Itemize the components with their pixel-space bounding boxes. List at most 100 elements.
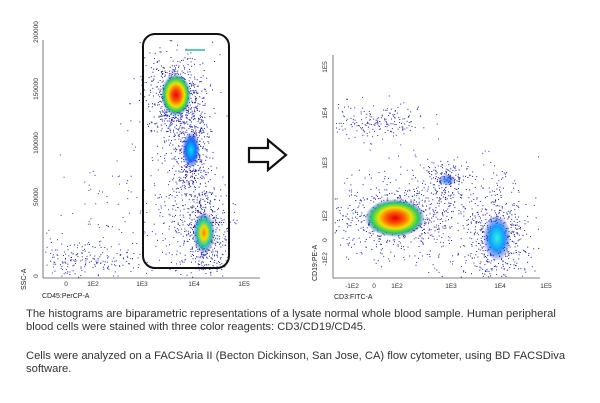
caption-paragraph-2: Cells were analyzed on a FACSAria II (Be… [26,350,566,376]
scatter-dot [84,181,86,183]
scatter-dot [474,232,475,234]
scatter-dot [433,186,435,188]
scatter-dot [380,266,382,268]
scatter-dot [471,218,473,220]
scatter-dot [152,160,154,161]
scatter-dot [50,252,52,254]
right-cluster-t-cells [483,215,511,261]
scatter-dot [202,146,204,148]
scatter-dot [416,201,418,203]
scatter-dot [453,194,455,196]
right-y-tick-1: 0 [322,238,329,242]
scatter-dot [478,234,479,236]
scatter-dot [342,123,344,125]
scatter-dot [377,260,379,262]
scatter-dot [484,264,486,266]
scatter-dot [422,182,423,184]
scatter-dot [384,170,386,172]
scatter-dot [162,77,163,79]
scatter-dot [50,241,52,243]
scatter-dot [473,198,475,200]
scatter-dot [502,260,504,262]
scatter-dot [406,127,408,129]
scatter-dot [85,264,86,266]
scatter-dot [443,228,445,230]
scatter-dot [516,219,518,220]
scatter-dot [363,229,365,231]
scatter-dot [118,265,120,267]
scatter-dot [404,128,406,130]
scatter-dot [369,119,371,120]
scatter-dot [449,227,451,229]
scatter-dot [181,145,183,147]
scatter-dot [80,267,82,269]
scatter-dot [434,230,436,232]
scatter-dot [173,70,175,72]
scatter-dot [170,114,172,116]
scatter-dot [394,117,396,119]
scatter-dot [381,196,383,198]
scatter-dot [359,202,361,204]
scatter-dot [100,254,102,256]
scatter-dot [184,259,186,261]
scatter-dot [164,76,166,77]
scatter-dot [192,251,194,253]
scatter-dot [210,192,212,194]
scatter-dot [159,215,161,217]
scatter-dot [62,269,64,271]
scatter-dot [221,269,223,270]
scatter-dot [154,130,156,132]
scatter-dot [436,224,438,226]
scatter-dot [399,122,401,123]
scatter-dot [380,238,381,240]
scatter-dot [164,160,166,162]
scatter-dot [374,197,376,199]
scatter-dot [220,217,222,219]
scatter-dot [338,104,340,105]
scatter-dot [132,242,134,244]
scatter-dot [350,117,352,119]
scatter-dot [411,178,413,180]
scatter-dot [202,122,204,124]
scatter-dot [491,269,493,271]
scatter-dot [490,162,492,164]
scatter-dot [202,101,203,103]
scatter-dot [199,257,201,259]
scatter-dot [206,191,208,193]
scatter-dot [204,193,206,195]
scatter-dot [471,257,473,259]
scatter-dot [157,126,159,128]
scatter-dot [197,211,199,213]
scatter-dot [464,256,466,258]
scatter-dot [203,257,204,259]
scatter-dot [477,238,478,240]
scatter-dot [84,271,86,273]
scatter-dot [463,215,465,217]
scatter-dot [177,187,179,189]
scatter-dot [172,215,174,217]
scatter-dot [408,124,410,126]
scatter-dot [96,262,98,264]
scatter-dot [369,119,371,121]
scatter-dot [412,195,414,197]
scatter-dot [207,181,209,183]
scatter-dot [184,204,186,206]
scatter-dot [487,260,488,262]
scatter-dot [452,170,454,171]
scatter-dot [53,261,55,263]
scatter-dot [167,120,169,122]
scatter-dot [202,154,204,156]
scatter-dot [417,190,418,192]
scatter-dot [88,261,90,263]
scatter-dot [431,178,433,180]
scatter-dot [212,265,214,267]
scatter-dot [157,153,159,155]
scatter-dot [518,251,520,253]
scatter-dot [448,195,450,197]
scatter-dot [364,214,366,216]
scatter-dot [128,263,129,265]
scatter-dot [397,191,399,192]
scatter-dot [408,196,410,198]
scatter-dot [505,176,507,178]
scatter-dot [190,97,192,99]
